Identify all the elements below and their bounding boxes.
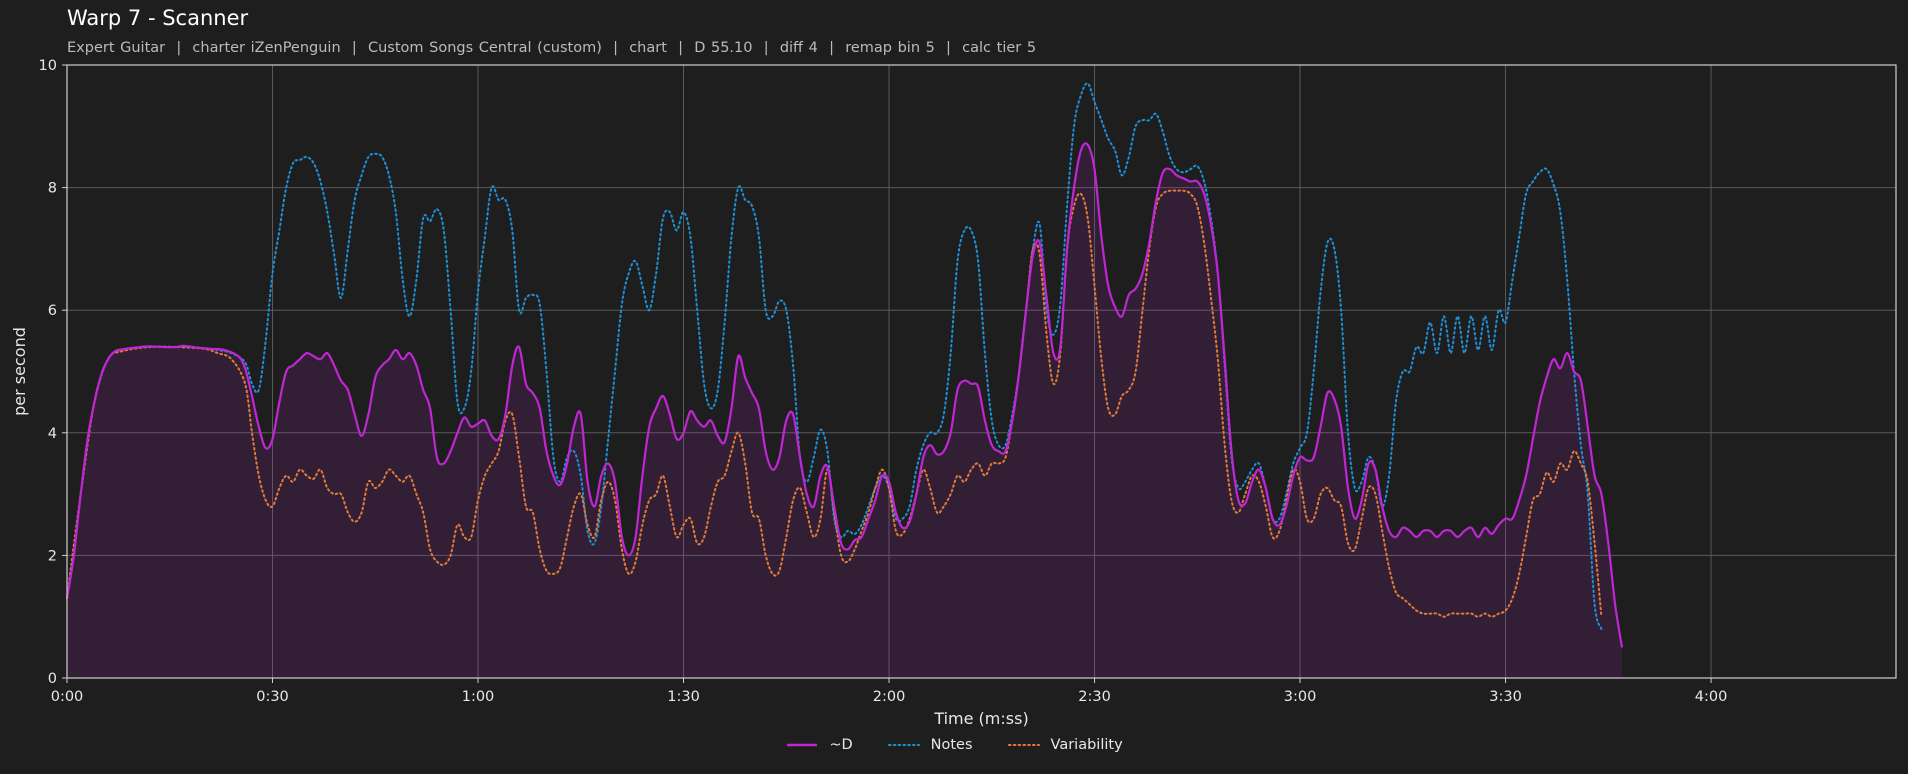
legend-label: ~D (829, 737, 853, 753)
x-tick-label: 2:00 (873, 689, 906, 705)
y-tick-label: 6 (48, 303, 57, 319)
legend-swatch (1007, 744, 1040, 746)
y-tick-label: 8 (48, 181, 57, 197)
x-tick-label: 3:30 (1489, 689, 1522, 705)
y-tick-label: 2 (48, 548, 57, 564)
x-tick-label: 1:00 (462, 689, 495, 705)
legend-swatch (887, 744, 920, 746)
series-fill-0 (67, 143, 1622, 678)
series-line-0 (65, 142, 1624, 648)
legend-swatch (787, 743, 818, 747)
y-axis-ticks: 0 2 4 6 8 10 (39, 58, 67, 687)
chart-subtitle: Expert Guitar | charter iZenPenguin | Cu… (67, 40, 1037, 56)
chart-area: 0:00 0:30 1:00 1:30 2:00 2:30 3:00 3:30 4:00 0 2 4… (10, 58, 1897, 728)
legend-item: Variability (1007, 737, 1123, 753)
legend-item: Notes (887, 737, 973, 753)
series-fills (67, 143, 1622, 678)
x-tick-label: 4:00 (1695, 689, 1728, 705)
legend-label: Variability (1050, 737, 1123, 753)
x-axis-ticks: 0:00 0:30 1:00 1:30 2:00 2:30 3:00 3:30 4:00 (51, 678, 1728, 705)
series-lines (65, 82, 1624, 648)
x-tick-label: 0:30 (256, 689, 289, 705)
y-tick-label: 10 (39, 58, 57, 74)
y-axis-label: per second (10, 327, 29, 416)
legend-item: ~D (785, 737, 853, 753)
x-tick-label: 3:00 (1284, 689, 1317, 705)
series-line-2 (66, 189, 1603, 618)
y-tick-label: 4 (48, 426, 57, 442)
x-tick-label: 1:30 (667, 689, 700, 705)
chart-title: Warp 7 - Scanner (67, 6, 249, 30)
y-tick-label: 0 (48, 671, 57, 687)
plot-frame (66, 64, 1897, 679)
x-axis-label: Time (m:ss) (933, 709, 1028, 728)
legend-label: Notes (930, 737, 973, 753)
x-tick-label: 2:30 (1078, 689, 1111, 705)
chart-legend: ~D Notes Variability (0, 737, 1908, 753)
x-tick-label: 0:00 (51, 689, 84, 705)
